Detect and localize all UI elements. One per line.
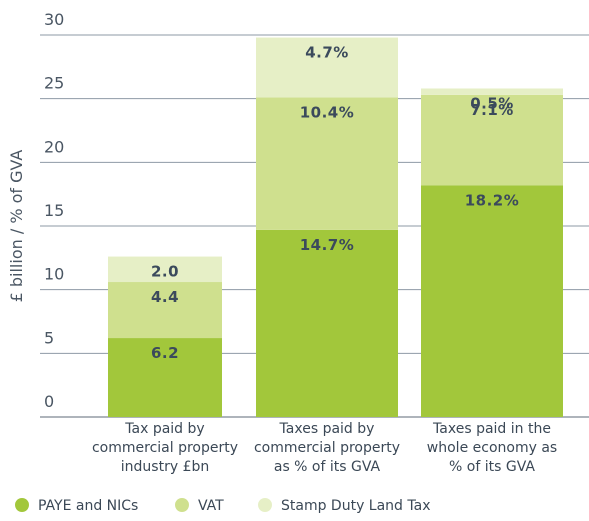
value-label: 0.5% — [470, 94, 514, 112]
value-label: 4.4 — [151, 288, 179, 306]
x-tick-label: whole economy as — [427, 440, 557, 456]
legend-label: PAYE and NICs — [38, 498, 138, 514]
value-label: 10.4% — [300, 103, 355, 121]
legend-swatch — [15, 498, 29, 512]
y-tick-label: 25 — [44, 74, 64, 93]
x-tick-label: commercial property — [92, 440, 238, 456]
bar-segment — [108, 282, 222, 339]
y-tick-label: 20 — [44, 137, 64, 156]
y-tick-label: 0 — [44, 392, 54, 411]
value-label: 18.2% — [465, 191, 520, 209]
legend-label: VAT — [198, 498, 224, 514]
value-label: 6.2 — [151, 344, 179, 362]
value-label: 14.7% — [300, 236, 355, 254]
bar-segment — [108, 256, 222, 283]
bar-segment — [421, 88, 563, 95]
bar-segment — [421, 94, 563, 186]
x-tick-label: as % of its GVA — [274, 459, 381, 475]
bar-segment — [421, 185, 563, 417]
bar-segment — [256, 229, 398, 417]
bar-segment — [108, 338, 222, 417]
legend-swatch — [175, 498, 189, 512]
x-tick-label: commercial property — [254, 440, 400, 456]
y-axis-label: £ billion / % of GVA — [7, 150, 26, 303]
value-label: 4.7% — [305, 44, 349, 62]
x-tick-label: Taxes paid in the — [432, 421, 551, 437]
x-tick-label: % of its GVA — [449, 459, 535, 475]
y-tick-label: 30 — [44, 10, 64, 29]
y-tick-label: 10 — [44, 265, 64, 284]
x-tick-label: Tax paid by — [124, 421, 204, 437]
bar-segment — [256, 97, 398, 230]
x-tick-label: industry £bn — [121, 459, 209, 475]
value-label: 2.0 — [151, 263, 179, 281]
y-tick-label: 5 — [44, 328, 54, 347]
bar-segment — [256, 37, 398, 98]
value-label: 7.1% — [470, 101, 514, 119]
legend-swatch — [258, 498, 272, 512]
y-tick-label: 15 — [44, 201, 64, 220]
legend-label: Stamp Duty Land Tax — [281, 498, 431, 514]
x-tick-label: Taxes paid by — [279, 421, 375, 437]
